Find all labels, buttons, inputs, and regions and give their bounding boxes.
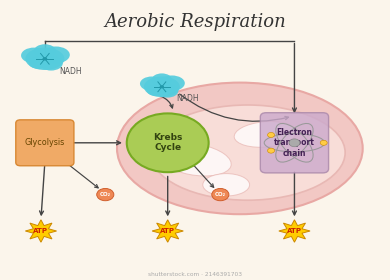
Ellipse shape (25, 48, 64, 70)
Ellipse shape (150, 105, 345, 200)
Text: Aerobic Respiration: Aerobic Respiration (104, 13, 286, 31)
Ellipse shape (21, 48, 47, 63)
Text: Krebs
Cycle: Krebs Cycle (153, 133, 183, 153)
Circle shape (97, 188, 114, 201)
Circle shape (289, 139, 300, 147)
Ellipse shape (117, 83, 363, 214)
Ellipse shape (159, 76, 185, 91)
Ellipse shape (39, 56, 63, 71)
Ellipse shape (159, 143, 231, 176)
Ellipse shape (42, 46, 70, 63)
Polygon shape (279, 220, 310, 242)
Circle shape (43, 57, 47, 60)
Ellipse shape (152, 125, 191, 144)
Ellipse shape (203, 174, 250, 196)
Polygon shape (25, 220, 57, 242)
Text: Glycolysis: Glycolysis (25, 138, 65, 147)
Text: CO₂: CO₂ (100, 192, 111, 197)
Ellipse shape (28, 57, 49, 69)
Ellipse shape (140, 76, 164, 91)
FancyBboxPatch shape (16, 120, 74, 166)
Ellipse shape (147, 85, 165, 96)
Circle shape (127, 113, 209, 172)
FancyBboxPatch shape (261, 113, 328, 173)
Text: Electron
transport
chain: Electron transport chain (274, 128, 315, 158)
Circle shape (212, 188, 229, 201)
Circle shape (320, 140, 327, 145)
Text: shutterstock.com · 2146391703: shutterstock.com · 2146391703 (148, 272, 242, 277)
Text: NADH: NADH (176, 94, 199, 103)
Text: ATP: ATP (34, 228, 48, 234)
Circle shape (160, 85, 164, 88)
Circle shape (268, 148, 275, 153)
Ellipse shape (144, 76, 180, 97)
Ellipse shape (234, 122, 296, 147)
Ellipse shape (157, 84, 178, 98)
Text: NADH: NADH (59, 67, 82, 76)
Text: CO₂: CO₂ (215, 192, 226, 197)
Text: ATP: ATP (287, 228, 302, 234)
Text: ATP: ATP (160, 228, 175, 234)
Ellipse shape (152, 73, 172, 86)
Ellipse shape (34, 44, 56, 58)
Circle shape (268, 132, 275, 137)
Polygon shape (152, 220, 183, 242)
